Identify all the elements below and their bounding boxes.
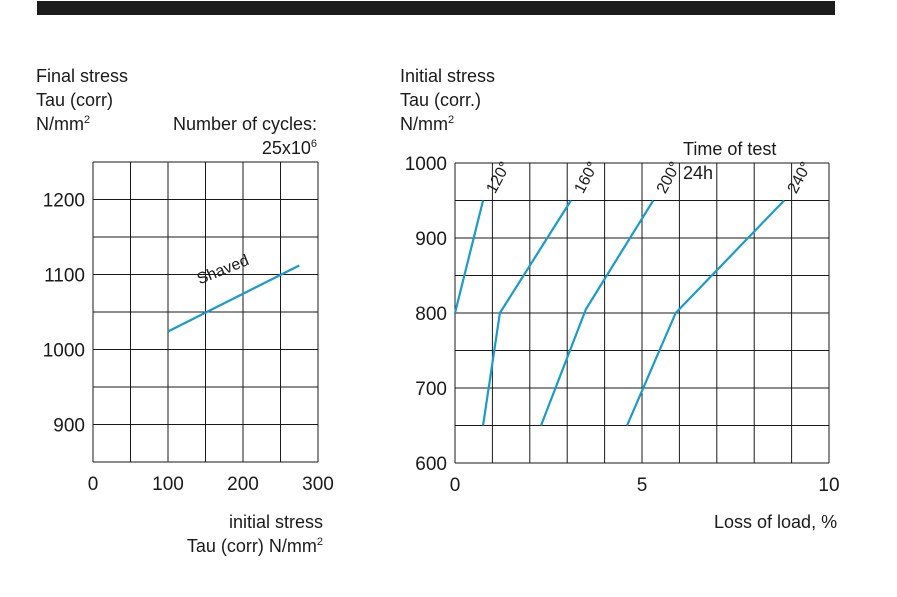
right-series-label: 160° — [571, 159, 602, 196]
right-ylabel-line-3: N/mm2 — [400, 112, 495, 136]
left-ylabel-line-3: N/mm2 — [36, 112, 128, 136]
right-series-line-3 — [626, 199, 785, 426]
right-y-tick-label: 600 — [415, 454, 447, 475]
right-y-tick-label: 700 — [415, 379, 447, 400]
left-annotation: Number of cycles: 25x106 — [155, 112, 317, 160]
left-ylabel-line-1: Final stress — [36, 66, 129, 86]
left-y-tick-label: 1000 — [43, 341, 85, 362]
left-x-tick-label: 100 — [152, 474, 184, 495]
right-series-line-2 — [539, 199, 655, 426]
left-y-tick-label: 1100 — [44, 266, 85, 287]
left-ylabel-unit: N/mm — [36, 114, 84, 134]
left-x-tick-label: 200 — [227, 474, 259, 495]
right-series-label: 120° — [484, 159, 515, 196]
right-x-tick-label: 5 — [637, 475, 648, 496]
right-xlabel-line-1: Loss of load, % — [714, 512, 838, 532]
right-y-tick-label: 900 — [415, 229, 447, 250]
right-y-tick-label: 1000 — [405, 154, 447, 175]
right-xlabel: Loss of load, % — [714, 510, 837, 534]
right-ylabel-line-1: Initial stress — [400, 66, 496, 86]
left-xlabel-line-1: initial stress — [228, 512, 323, 532]
left-ylabel: Final stress Tau (corr) N/mm2 — [36, 64, 128, 136]
right-x-tick-label: 0 — [450, 475, 461, 496]
left-y-tick-label: 1200 — [43, 191, 85, 212]
right-y-tick-label: 800 — [415, 304, 447, 325]
right-series-line-1 — [481, 199, 572, 426]
right-annotation-line-1: Time of test — [683, 139, 777, 159]
right-annotation: Time of test 24h — [683, 137, 776, 185]
right-ylabel-unit-sup: 2 — [448, 114, 455, 126]
right-ylabel-line-2: Tau (corr.) — [400, 90, 482, 110]
left-xlabel-unit: Tau (corr) N/mm — [186, 536, 317, 556]
right-series-label: 240° — [785, 159, 816, 196]
left-xlabel: initial stress Tau (corr) N/mm2 — [150, 510, 323, 558]
left-x-tick-label: 300 — [302, 474, 334, 495]
left-annotation-line-1: Number of cycles: — [172, 114, 317, 134]
left-series-line-0 — [167, 264, 300, 333]
top-rule-bar — [37, 1, 835, 15]
left-xlabel-unit-sup: 2 — [316, 536, 323, 548]
right-annotation-line-2: 24h — [683, 163, 714, 183]
left-xlabel-line-2: Tau (corr) N/mm2 — [150, 534, 323, 558]
right-x-tick-label: 10 — [818, 475, 839, 496]
left-annotation-cycles: 25x10 — [261, 138, 311, 158]
right-ylabel: Initial stress Tau (corr.) N/mm2 — [400, 64, 495, 136]
left-y-tick-label: 900 — [53, 416, 85, 437]
left-ylabel-unit-sup: 2 — [84, 114, 91, 126]
left-x-tick-label: 0 — [88, 474, 99, 495]
right-series-line-0 — [453, 200, 485, 314]
right-ylabel-unit: N/mm — [400, 114, 448, 134]
left-ylabel-line-2: Tau (corr) — [36, 90, 114, 110]
left-annotation-line-2: 25x106 — [155, 136, 317, 160]
left-annotation-sup: 6 — [310, 138, 317, 150]
